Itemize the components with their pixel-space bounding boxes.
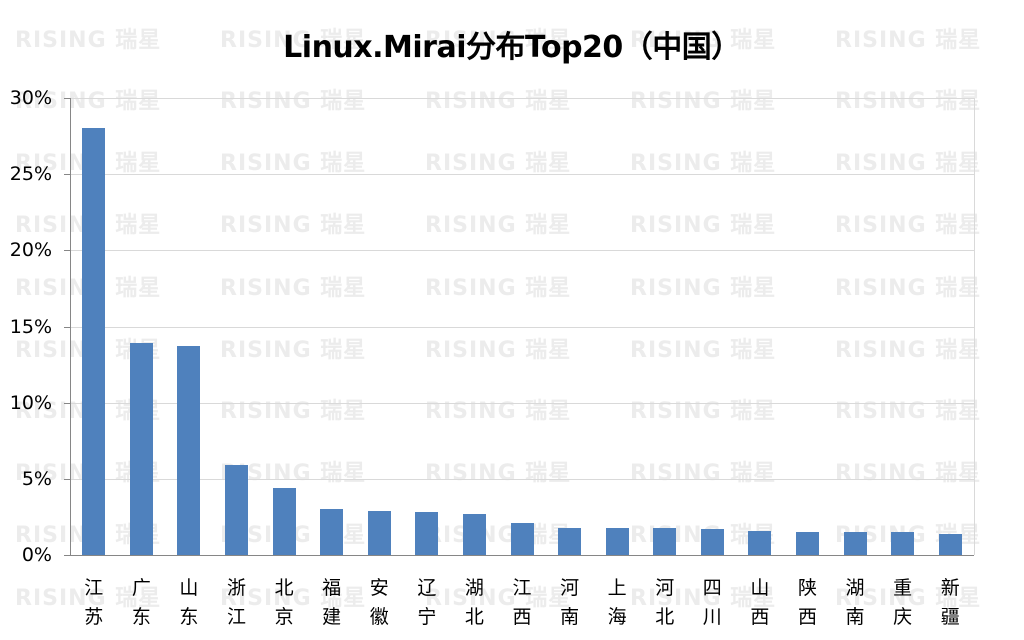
y-tick-label: 0% xyxy=(21,544,52,566)
y-tick xyxy=(64,402,70,404)
gridline xyxy=(70,98,974,99)
bar xyxy=(367,510,391,555)
gridline xyxy=(70,402,974,404)
bar xyxy=(605,528,629,555)
y-tick-label: 20% xyxy=(9,239,52,262)
bar xyxy=(748,531,772,555)
y-tick-label: 5% xyxy=(21,467,52,490)
gridline xyxy=(70,250,974,252)
bar xyxy=(462,513,486,555)
y-tick xyxy=(64,174,70,176)
y-tick xyxy=(64,98,70,99)
bar xyxy=(891,532,915,555)
bar xyxy=(415,511,439,555)
bar xyxy=(843,532,867,555)
watermark-text: RISING 瑞星 xyxy=(425,586,572,611)
x-axis xyxy=(70,555,974,556)
y-tick-label: 15% xyxy=(9,315,52,338)
x-tick-label: 四川 xyxy=(702,577,722,628)
bar xyxy=(177,346,201,555)
x-tick-label: 广东 xyxy=(131,577,151,628)
x-tick-label: 江苏 xyxy=(84,577,104,628)
y-tick xyxy=(64,555,70,556)
x-tick-label: 浙江 xyxy=(227,577,247,628)
y-tick-label: 30% xyxy=(9,87,52,109)
x-tick-label: 湖南 xyxy=(845,577,865,628)
bar xyxy=(129,343,153,555)
y-tick xyxy=(64,478,70,480)
x-tick-label: 福建 xyxy=(322,577,342,628)
bar xyxy=(938,534,962,555)
x-tick-label: 山东 xyxy=(179,577,199,628)
bar xyxy=(653,528,677,555)
bar xyxy=(558,527,582,555)
y-tick xyxy=(64,250,70,252)
y-tick xyxy=(64,326,70,328)
bar xyxy=(272,487,296,555)
x-tick-label: 山西 xyxy=(750,577,770,628)
y-tick-label: 10% xyxy=(9,391,52,414)
bar xyxy=(82,128,106,555)
x-tick-label: 北京 xyxy=(274,577,294,628)
x-tick-label: 辽宁 xyxy=(417,577,437,628)
x-tick-label: 湖北 xyxy=(464,577,484,628)
x-tick-label: 上海 xyxy=(607,577,627,628)
gridline xyxy=(70,326,974,328)
x-tick-label: 新疆 xyxy=(940,577,960,628)
y-tick-label: 25% xyxy=(9,163,52,186)
x-tick-label: 江西 xyxy=(512,577,532,628)
bar xyxy=(795,532,819,555)
x-tick-label: 河南 xyxy=(560,577,580,628)
x-tick-label: 陕西 xyxy=(797,577,817,628)
bar xyxy=(320,508,344,555)
bar xyxy=(700,529,724,555)
gridline xyxy=(70,478,974,480)
bar xyxy=(510,523,534,555)
plot-area xyxy=(70,98,975,555)
x-tick-label: 重庆 xyxy=(893,577,913,628)
x-tick-label: 河北 xyxy=(655,577,675,628)
gridline xyxy=(70,174,974,176)
chart-title: Linux.Mirai分布Top20（中国） xyxy=(283,30,741,65)
x-tick-label: 安徽 xyxy=(369,577,389,628)
bar xyxy=(225,465,249,555)
y-axis xyxy=(70,98,71,555)
